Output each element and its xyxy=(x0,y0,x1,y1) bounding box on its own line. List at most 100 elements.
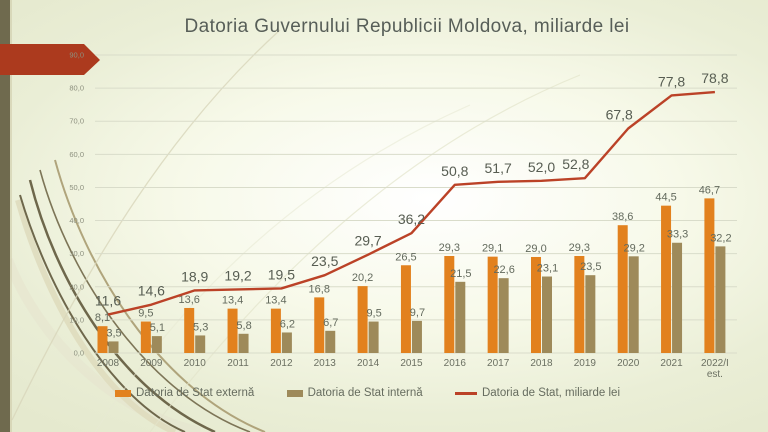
bar-internal-2014 xyxy=(368,321,379,353)
bar-internal-2010 xyxy=(195,335,206,353)
swoosh-curve xyxy=(11,29,281,421)
swoosh-curve xyxy=(94,104,471,432)
x-axis-label: 2015 xyxy=(400,358,423,369)
bar-internal-2009 xyxy=(151,336,162,353)
bar-internal-2018 xyxy=(542,276,552,353)
y-axis-tick-label: 10,0 xyxy=(69,315,84,324)
bar-internal-2013 xyxy=(325,330,336,353)
legend-swatch-internal-icon xyxy=(286,389,303,397)
y-axis-tick-label: 0,0 xyxy=(74,349,84,358)
bar-label-external: 13,6 xyxy=(178,294,199,306)
bar-external-2009 xyxy=(140,321,151,353)
bar-label-external: 46,7 xyxy=(699,184,720,196)
y-axis-tick-label: 40,0 xyxy=(69,216,84,225)
bar-label-internal: 23,5 xyxy=(580,261,601,273)
bar-internal-2022/I est. xyxy=(715,246,726,353)
line-label: 52,8 xyxy=(562,156,589,172)
bar-label-external: 26,5 xyxy=(395,251,416,263)
x-axis-label: 2017 xyxy=(487,358,510,369)
bar-internal-2020 xyxy=(628,256,639,353)
bar-external-2015 xyxy=(400,265,411,353)
x-axis-label: 2013 xyxy=(314,358,337,369)
bar-label-external: 13,4 xyxy=(265,295,286,307)
bar-internal-2019 xyxy=(585,275,596,353)
bar-external-2020 xyxy=(617,225,628,353)
bar-internal-2012 xyxy=(281,332,292,353)
bar-label-internal: 9,5 xyxy=(366,308,381,320)
bar-external-2016 xyxy=(444,255,455,353)
bar-external-2017 xyxy=(487,256,498,353)
bar-external-2011 xyxy=(227,308,238,353)
bar-internal-2016 xyxy=(455,281,466,353)
line-label: 77,8 xyxy=(658,73,685,89)
bar-label-external: 29,0 xyxy=(525,243,546,255)
legend-label-external: Datoria de Stat externă xyxy=(136,387,255,399)
bar-label-external: 16,8 xyxy=(309,283,330,295)
line-label: 29,7 xyxy=(354,233,381,249)
bar-external-2019 xyxy=(574,255,585,353)
red-arrow-shape xyxy=(0,44,100,75)
bar-label-internal: 3,5 xyxy=(106,327,121,339)
x-axis-label: 2022/I est. xyxy=(701,358,729,380)
bar-external-2021 xyxy=(661,205,672,353)
bar-internal-2008 xyxy=(108,341,119,353)
bar-label-internal: 32,2 xyxy=(710,232,731,244)
bar-label-external: 29,1 xyxy=(482,243,503,255)
y-axis-tick-label: 20,0 xyxy=(69,282,84,291)
bar-label-external: 38,6 xyxy=(612,211,633,223)
bar-external-2018 xyxy=(531,256,541,353)
bar-label-external: 29,3 xyxy=(439,242,460,254)
x-axis-label: 2008 xyxy=(97,358,120,369)
bar-external-2013 xyxy=(314,297,325,353)
bar-external-2012 xyxy=(270,308,281,353)
line-label: 67,8 xyxy=(606,107,633,123)
bar-label-internal: 6,2 xyxy=(280,318,295,330)
y-axis-tick-label: 60,0 xyxy=(69,150,84,159)
bar-label-internal: 5,1 xyxy=(150,322,165,334)
line-label: 11,6 xyxy=(95,293,121,309)
swoosh-curve xyxy=(149,74,581,432)
bar-label-internal: 9,7 xyxy=(410,307,425,319)
bar-label-external: 44,5 xyxy=(655,192,676,204)
y-axis-tick-label: 80,0 xyxy=(69,84,84,93)
bar-label-internal: 23,1 xyxy=(537,263,558,275)
x-axis-label: 2009 xyxy=(140,358,163,369)
bar-label-internal: 5,8 xyxy=(236,320,251,332)
left-stripe-edge-decoration xyxy=(10,0,12,432)
bar-label-external: 9,5 xyxy=(138,308,153,320)
x-axis-label: 2020 xyxy=(617,358,640,369)
chart-title: Datoria Guvernului Republicii Moldova, m… xyxy=(184,16,630,37)
debt-total-line xyxy=(107,90,715,316)
bar-label-external: 29,3 xyxy=(569,242,590,254)
bar-label-external: 13,4 xyxy=(222,295,243,307)
legend-item-total: Datoria de Stat, miliarde lei xyxy=(454,387,620,399)
legend-label-internal: Datoria de Stat internă xyxy=(307,387,423,399)
bar-label-internal: 6,7 xyxy=(323,317,338,329)
y-axis-tick-label: 30,0 xyxy=(69,249,84,258)
line-label: 36,2 xyxy=(398,211,425,227)
x-axis-label: 2012 xyxy=(270,358,293,369)
bar-external-2022/I est. xyxy=(704,198,715,353)
bar-internal-2015 xyxy=(411,320,422,353)
x-axis-label: 2018 xyxy=(530,358,553,369)
y-axis-tick-label: 50,0 xyxy=(69,183,84,192)
bar-internal-2011 xyxy=(238,333,249,353)
x-axis-label: 2014 xyxy=(357,358,380,369)
x-axis-label: 2011 xyxy=(227,358,249,369)
x-axis-label: 2010 xyxy=(184,358,207,369)
line-label: 23,5 xyxy=(311,253,338,269)
bar-internal-2017 xyxy=(498,278,509,353)
red-arrow-decoration xyxy=(0,44,100,75)
bar-label-internal: 29,2 xyxy=(623,242,644,254)
x-axis-label: 2019 xyxy=(574,358,597,369)
x-axis-label: 2016 xyxy=(444,358,467,369)
line-label: 50,8 xyxy=(441,163,468,179)
bar-label-internal: 33,3 xyxy=(667,229,688,241)
y-axis-tick-label: 70,0 xyxy=(69,117,84,126)
bar-label-internal: 5,3 xyxy=(193,321,208,333)
legend-item-external: Datoria de Stat externă xyxy=(115,387,254,399)
chart-legend: Datoria de Stat externă Datoria de Stat … xyxy=(115,387,620,399)
swoosh-curve xyxy=(3,258,202,432)
